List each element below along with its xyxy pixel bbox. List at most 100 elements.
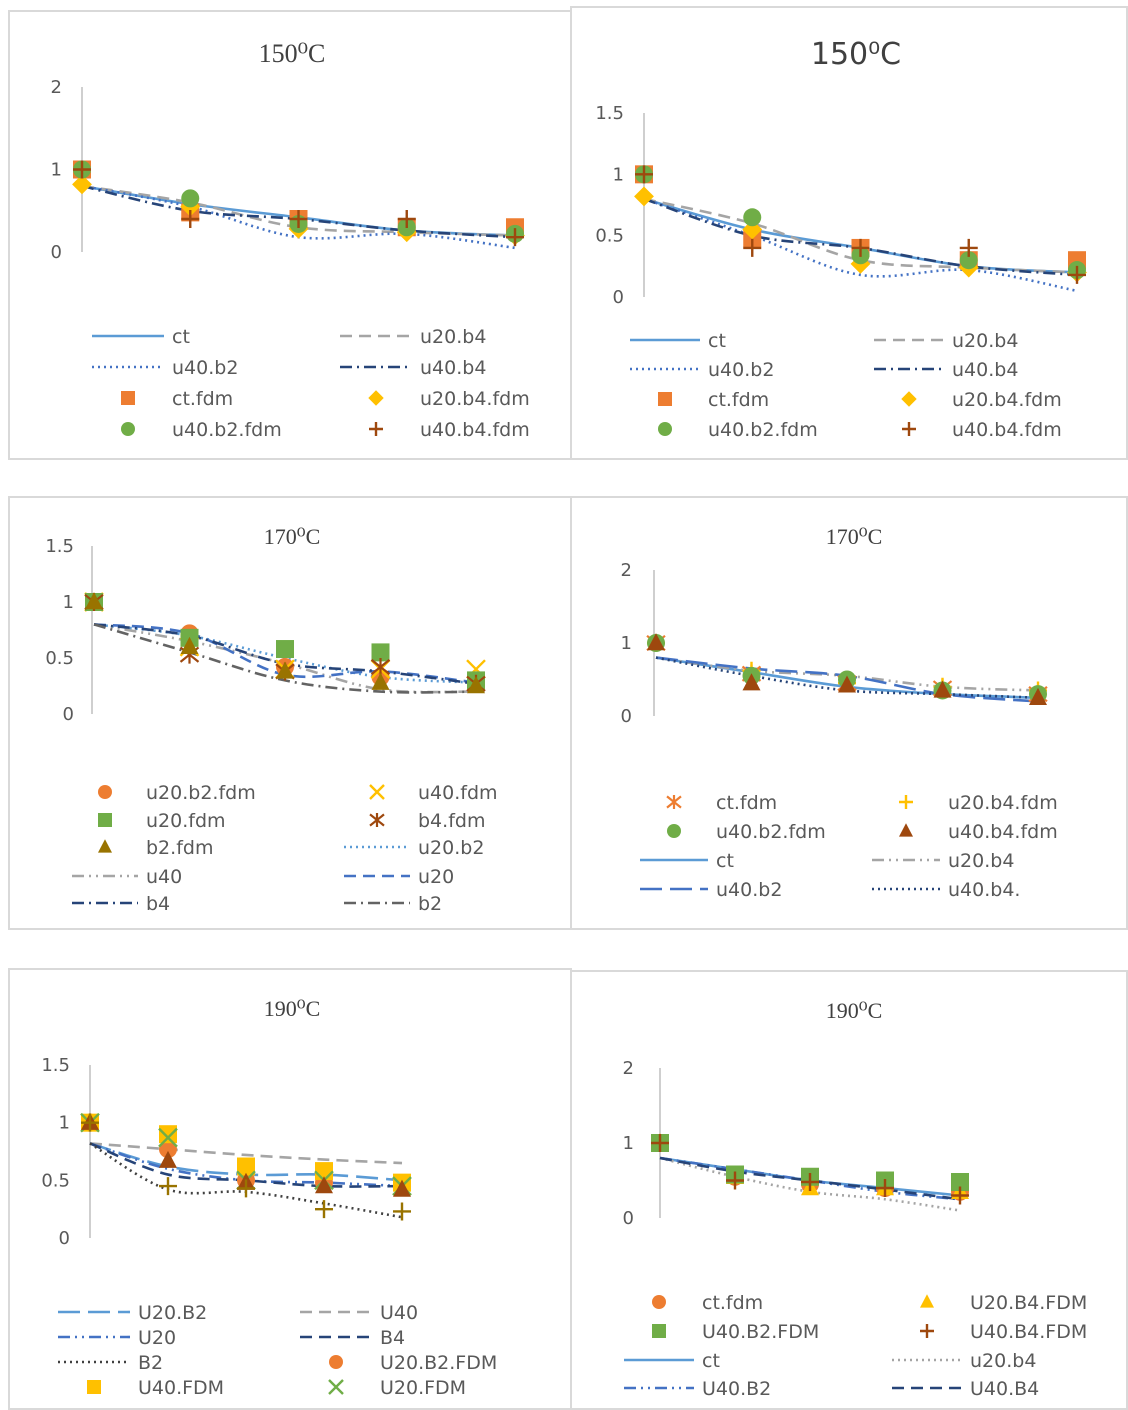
data-point	[159, 1140, 177, 1159]
legend-swatch	[652, 1324, 666, 1338]
legend-label: U20.B2	[138, 1302, 207, 1324]
legend-item-u20-fdm: U20.FDM	[328, 1377, 466, 1399]
data-point	[635, 165, 653, 184]
legend-swatch	[369, 813, 385, 827]
y-tick-label: 1	[51, 160, 62, 181]
legend-item-ct-fdm: ct.fdm	[666, 792, 777, 814]
data-point	[801, 1173, 819, 1191]
series-markers-u40-b4-fdm	[73, 160, 524, 247]
legend-label: u40.b4.	[948, 879, 1020, 901]
legend-label: u40.b4.fdm	[420, 419, 530, 441]
legend-item-u40-fdm: U40.FDM	[87, 1377, 224, 1399]
legend-label: ct.fdm	[708, 389, 769, 411]
legend-label: u40.b4	[420, 357, 486, 379]
data-point	[158, 1127, 178, 1148]
data-point	[743, 208, 762, 227]
data-point	[73, 160, 91, 179]
legend-item-ct: ct	[640, 850, 734, 872]
data-point	[393, 1202, 411, 1221]
legend-swatch	[87, 1380, 101, 1394]
legend-item-u40-b4: U40.B4	[892, 1378, 1039, 1400]
legend-label: U40	[380, 1302, 418, 1324]
y-tick-label: 0	[621, 706, 632, 727]
legend-label: u20.b4.fdm	[952, 389, 1062, 411]
data-point	[180, 636, 199, 654]
legend-item-u20-b4-fdm: u20.b4.fdm	[368, 388, 530, 410]
y-tick-label: 0	[63, 704, 74, 725]
legend-swatch	[98, 785, 112, 799]
legend-label: u40.b4.fdm	[948, 821, 1058, 843]
legend-label: u40.fdm	[418, 782, 498, 804]
legend-item-u40: u40	[72, 866, 182, 888]
legend: U20.B2 U40 U20 B4 B2 U20.B2.FDM U40.FDM U20.FDM	[58, 1302, 497, 1399]
legend-label: U40.B4.FDM	[970, 1321, 1087, 1343]
legend-label: u20.b4	[970, 1350, 1036, 1372]
legend: ct u20.b4 u40.b2 u40.b4 ct.fdm u20.b4.fdm u40.…	[630, 330, 1062, 441]
chart-title: 150⁰C	[259, 39, 326, 68]
y-tick-label: 2	[623, 1058, 634, 1079]
y-tick-label: 0	[59, 1228, 70, 1249]
legend-item-b2: B2	[58, 1352, 163, 1374]
legend-swatch	[901, 391, 917, 407]
legend-label: u40	[146, 866, 182, 888]
legend-label: u40.b4.fdm	[952, 419, 1062, 441]
legend-swatch	[369, 422, 383, 436]
y-tick-label: 1	[63, 592, 74, 613]
legend-swatch	[121, 391, 135, 405]
legend-swatch	[328, 1379, 344, 1395]
data-point	[393, 1179, 411, 1197]
legend-item-ct-fdm: ct.fdm	[652, 1292, 763, 1314]
legend-item-ct: ct	[624, 1350, 720, 1372]
legend-label: u40.b2	[708, 359, 774, 381]
legend-label: u20.b4.fdm	[948, 792, 1058, 814]
data-point	[743, 238, 762, 257]
legend-item-u40-fdm: u40.fdm	[369, 782, 498, 804]
data-point	[1029, 687, 1047, 705]
legend-item-u40-b4-fdm: u40.b4.fdm	[369, 419, 530, 441]
data-point	[951, 1173, 969, 1191]
legend-label: u40.b2.fdm	[172, 419, 282, 441]
data-point	[81, 1113, 99, 1132]
legend-item-b4: b4	[72, 893, 170, 915]
chart-panel-170c-a: 170⁰C 0 0.5 1 1.5 u20.b2.fdm u40.fdm u20.fdm b4.…	[8, 496, 572, 930]
chart-panel-190c-a: 190⁰C 0 0.5 1 1.5 U20.B2 U40 U20 B4 B2 U20.B2.FDM U…	[8, 968, 572, 1410]
legend: ct.fdm U20.B4.FDM U40.B2.FDM U40.B4.FDM ct u2…	[624, 1292, 1087, 1400]
y-tick-label: 0.5	[595, 226, 624, 247]
legend-label: U40.B2	[702, 1378, 771, 1400]
legend-item-ct: ct	[630, 330, 726, 352]
data-point	[72, 174, 92, 195]
legend: ct.fdm u20.b4.fdm u40.b2.fdm u40.b4.fdm ct u2…	[640, 792, 1058, 901]
series-markers-b2-fdm	[85, 592, 485, 694]
legend-item-u40-b4-fdm: u40.b4.fdm	[902, 419, 1062, 441]
series-line-u40-b2	[643, 197, 1078, 293]
chart-title: 190⁰C	[826, 998, 883, 1023]
y-tick-label: 1	[59, 1113, 70, 1134]
legend-item-u20: u20	[344, 866, 454, 888]
y-tick-label: 0.5	[45, 648, 74, 669]
data-point	[651, 1134, 669, 1152]
y-tick-label: 0	[623, 1208, 634, 1229]
series-markers-u40-b4-fdm	[651, 1134, 969, 1205]
series-markers-u20-b4-fdm	[634, 186, 1087, 283]
data-point	[959, 238, 978, 257]
legend: u20.b2.fdm u40.fdm u20.fdm b4.fdm b2.fdm u20.…	[72, 782, 498, 915]
data-point	[371, 672, 390, 690]
y-tick-label: 1.5	[595, 103, 624, 124]
legend-item-u40-b2: u40.b2	[640, 879, 782, 901]
series-line-u40-b2	[659, 1156, 961, 1201]
legend-item-u40-b2-fdm: u40.b2.fdm	[658, 419, 818, 441]
legend-label: B2	[138, 1352, 163, 1374]
legend-label: U20.FDM	[380, 1377, 466, 1399]
legend-item-u40-b4: u40.b4	[340, 357, 486, 379]
legend-swatch	[652, 1295, 666, 1309]
legend-item-u20-b2: u20.b2	[344, 837, 484, 859]
data-point	[181, 189, 200, 208]
legend-label: u20.b2.fdm	[146, 782, 256, 804]
data-point	[237, 1179, 255, 1198]
data-point	[159, 1177, 177, 1196]
data-point	[1068, 265, 1086, 284]
y-tick-label: 1.5	[45, 536, 74, 557]
legend-label: U20.B4.FDM	[970, 1292, 1087, 1314]
data-point	[467, 676, 485, 694]
